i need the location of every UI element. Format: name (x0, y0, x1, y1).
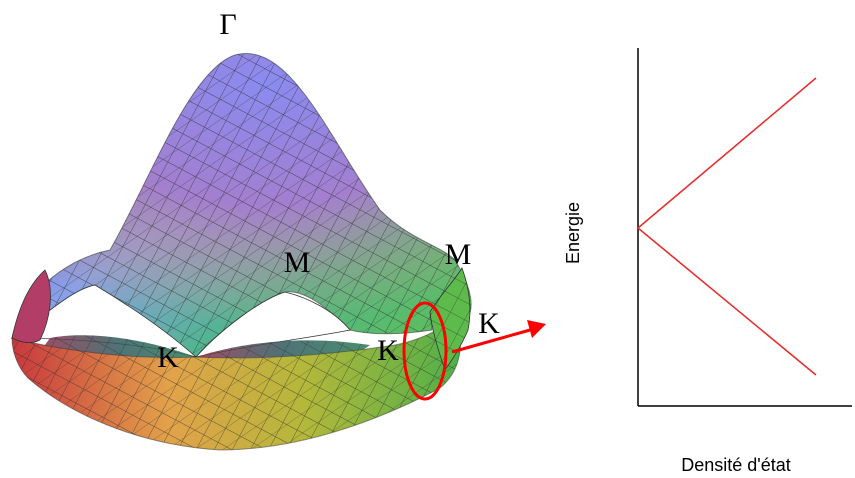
dos-y-axis-label: Energie (563, 202, 583, 264)
dos-upper-line (637, 77, 817, 229)
dirac-cone-highlight (402, 301, 448, 401)
upper-band-surface (11, 53, 472, 358)
dos-lower-line (637, 227, 817, 376)
gamma-label: Γ (219, 8, 236, 41)
k-point-right-label: K (478, 307, 500, 340)
left-edge-band (11, 269, 51, 344)
k-point-left-label: K (157, 341, 179, 374)
m-point-right-label: M (445, 238, 472, 271)
dos-x-axis-label: Densité d'état (681, 455, 791, 475)
zoom-arrow (451, 320, 546, 354)
lower-band-surface (11, 317, 461, 451)
right-edge-band (429, 267, 471, 371)
k-point-center-label: K (377, 334, 399, 367)
m-point-center-label: M (284, 246, 311, 279)
density-of-states-plot: Energie Densité d'état (563, 48, 852, 475)
